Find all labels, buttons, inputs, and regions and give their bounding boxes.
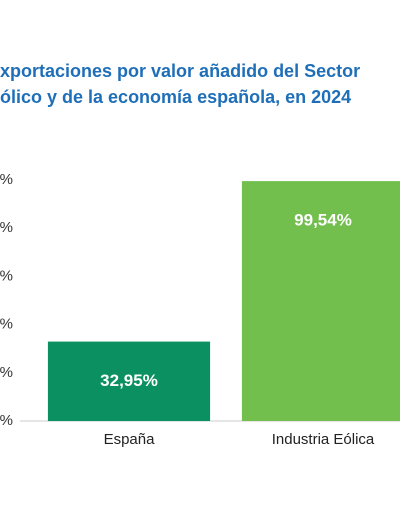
y-tick-label: 60% — [0, 267, 13, 284]
y-tick-label: 100% — [0, 171, 13, 188]
chart-title: Exportaciones por valor añadido del Sect… — [0, 61, 360, 81]
value-label: 32,95% — [100, 371, 158, 390]
bar — [47, 341, 211, 421]
x-tick-label: Industria Eólica — [272, 431, 375, 448]
value-label: 99,54% — [294, 211, 352, 230]
bar — [241, 181, 400, 421]
chart-title: Eólico y de la economía española, en 202… — [0, 87, 351, 107]
x-tick-label: España — [104, 431, 156, 448]
y-tick-label: 40% — [0, 316, 13, 333]
y-tick-label: 20% — [0, 364, 13, 381]
y-tick-label: 0% — [0, 412, 13, 429]
y-tick-label: 80% — [0, 219, 13, 236]
